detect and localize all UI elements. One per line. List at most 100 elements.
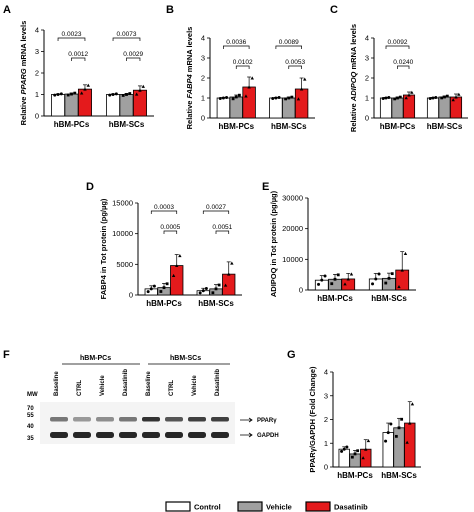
legend-label-vehicle: Vehicle (266, 503, 292, 512)
bar-dasatinib (77, 88, 92, 117)
data-point (390, 272, 394, 276)
data-point (238, 93, 241, 97)
data-point (386, 431, 390, 435)
blot-band-gapdh (73, 432, 91, 438)
y-tick-label: 4 (324, 368, 328, 377)
significance-bracket (215, 230, 230, 234)
x-category-label: hBM-PCs (380, 122, 416, 131)
blot-band-gapdh (96, 432, 114, 438)
p-value-label: 0.0036 (226, 39, 246, 46)
blot-marker-55: 55 (27, 413, 34, 419)
y-tick-label: 3 (324, 391, 328, 400)
bar-dasatinib (222, 273, 236, 296)
p-value-label: 0.0029 (123, 51, 143, 58)
y-tick-label: 10000 (112, 229, 133, 238)
arrow-icon (240, 417, 253, 423)
p-value-label: 0.0003 (154, 204, 174, 211)
data-point (73, 91, 77, 95)
bar-vehicle (391, 97, 404, 119)
y-tick-label: 4 (365, 34, 369, 43)
data-point (178, 254, 182, 258)
legend-label-dasatinib: Dasatinib (334, 503, 368, 512)
y-tick-label: 4 (35, 26, 39, 35)
data-point (214, 287, 218, 291)
data-point (440, 96, 444, 100)
data-point (175, 263, 179, 268)
data-point (356, 449, 360, 453)
data-point (364, 447, 368, 451)
data-point (121, 94, 125, 97)
bar-control (51, 94, 66, 117)
blot-marker-40: 40 (27, 424, 34, 430)
data-point (397, 426, 401, 430)
data-point (454, 95, 458, 99)
panel-letter-C: C (330, 4, 338, 16)
bar-vehicle (119, 94, 134, 117)
data-point (366, 439, 371, 443)
y-tick-label: 3 (201, 54, 205, 63)
significance-bracket (150, 210, 178, 214)
x-category-label: hBM-PCs (337, 471, 373, 480)
y-tick-label: 1 (35, 90, 39, 99)
data-point (400, 268, 404, 272)
data-point (371, 282, 375, 286)
data-point (408, 421, 412, 425)
data-point (387, 276, 391, 280)
bar-dasatinib (395, 269, 410, 291)
significance-bracket (71, 57, 86, 61)
chart-ppar-gapdh: 0 1 2 3 4 PPARγ/GAPDH (Fold Change) hBM-PCs hBM… (308, 366, 421, 480)
data-point (333, 277, 337, 281)
western-blot: hBM-PCs hBM-SCs Baseline CTRL Vehicle Dasat… (27, 355, 279, 444)
y-tick-label: 2 (365, 74, 369, 83)
bar-dasatinib (341, 278, 356, 291)
blot-band-ppar (96, 417, 114, 422)
y-axis-label: FABP4 in Tot protein (pg/µg) (99, 198, 108, 299)
y-tick-label: 0 (201, 114, 205, 123)
p-value-label: 0.0240 (393, 59, 413, 66)
y-tick-label: 0 (35, 112, 39, 121)
p-value-label: 0.0053 (285, 59, 305, 66)
data-point (53, 93, 57, 97)
blot-bands (50, 417, 229, 438)
p-value-label: 0.0073 (117, 31, 137, 38)
p-value-label: 0.0023 (62, 31, 82, 38)
data-point (410, 90, 414, 94)
significance-bracket (112, 37, 141, 41)
blot-band-ppar (165, 417, 183, 422)
panel-letter-G: G (287, 349, 296, 361)
data-point (343, 282, 347, 286)
bar-vehicle (393, 427, 405, 468)
data-point (230, 261, 234, 265)
bar-control (269, 97, 283, 119)
panel-letter-E: E (262, 181, 269, 193)
data-point (271, 97, 275, 101)
bar-control (426, 97, 440, 119)
blot-mw-label: MW (27, 392, 38, 398)
blot-lane-label: Dasatinib (215, 369, 221, 396)
blot-band-gapdh (165, 432, 183, 438)
legend: Control Vehicle Dasatinib (165, 501, 368, 512)
data-point (162, 286, 166, 290)
data-point (234, 95, 238, 99)
y-tick-label: 0 (324, 463, 328, 472)
blot-marker-35: 35 (27, 436, 34, 442)
data-point (384, 439, 388, 443)
data-point (396, 96, 399, 100)
bar-dasatinib (170, 265, 184, 296)
data-point (128, 92, 132, 95)
blot-band-ppar (50, 417, 68, 422)
bar-dasatinib (132, 89, 147, 117)
blot-band-ppar (119, 417, 137, 422)
y-tick-label: 0 (299, 286, 303, 295)
blot-group-label-pcs: hBM-PCs (80, 355, 111, 362)
blot-band-label-ppar: PPARγ (257, 418, 277, 424)
blot-marker-70: 70 (27, 406, 34, 412)
panel-letter-B: B (166, 4, 174, 16)
significance-bracket (288, 65, 302, 69)
p-value-label: 0.0012 (68, 51, 88, 58)
legend-swatch-control (165, 501, 191, 512)
y-tick-label: 4 (201, 34, 205, 43)
data-point (387, 95, 391, 99)
data-point (211, 291, 215, 295)
